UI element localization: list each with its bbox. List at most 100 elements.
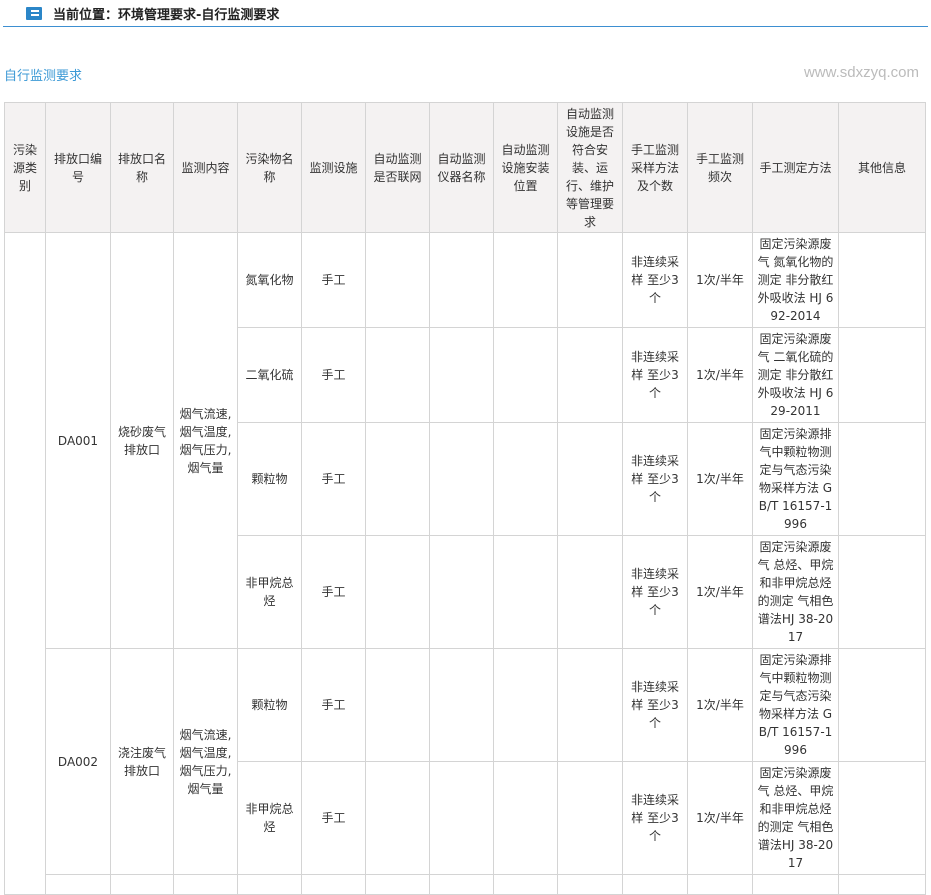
book-icon xyxy=(26,6,42,20)
monitoring-table: 污染源类别 排放口编号 排放口名称 监测内容 污染物名称 监测设施 自动监测是否联网 自动监测… xyxy=(4,102,926,895)
pollutant-name: 二氧化硫 xyxy=(237,327,302,423)
frequency: 1次/半年 xyxy=(687,761,753,875)
table-row: 二氧化硫 手工 非连续采样 至少3个 1次/半年 固定污染源废气 二氧化硫的测定 非分散… xyxy=(5,327,926,423)
monitoring-content: 烟气流速,烟气温度,烟气压力,烟气量 xyxy=(173,232,238,649)
table-row: 非甲烷总烃 手工 非连续采样 至少3个 1次/半年 固定污染源废气 总烃、甲烷和非甲烷总… xyxy=(5,761,926,875)
column-header: 监测设施 xyxy=(301,102,366,233)
empty-cell xyxy=(110,874,174,895)
monitoring-facility: 手工 xyxy=(301,422,366,536)
other-info xyxy=(838,761,926,875)
empty-cell xyxy=(557,648,623,762)
test-method: 固定污染源废气 氮氧化物的测定 非分散红外吸收法 HJ 692-2014 xyxy=(752,232,839,328)
empty-cell xyxy=(45,874,111,895)
empty-cell xyxy=(557,535,623,649)
sampling-method: 非连续采样 至少3个 xyxy=(622,648,688,762)
column-header: 自动监测设施安装位置 xyxy=(493,102,558,233)
frequency: 1次/半年 xyxy=(687,232,753,328)
table-row: 颗粒物 手工 非连续采样 至少3个 1次/半年 固定污染源排气中颗粒物测定与气态污染物采… xyxy=(5,422,926,536)
empty-cell xyxy=(493,648,558,762)
breadcrumb: 当前位置：环境管理要求-自行监测要求 xyxy=(3,0,928,27)
column-header: 自动监测设施是否符合安装、运行、维护等管理要求 xyxy=(557,102,623,233)
empty-cell xyxy=(687,874,753,895)
column-header: 污染物名称 xyxy=(237,102,302,233)
column-header: 手工测定方法 xyxy=(752,102,839,233)
empty-cell xyxy=(429,232,494,328)
sampling-method: 非连续采样 至少3个 xyxy=(622,422,688,536)
frequency: 1次/半年 xyxy=(687,648,753,762)
table-row: 非甲烷总烃 手工 非连续采样 至少3个 1次/半年 固定污染源废气 总烃、甲烷和非甲烷总… xyxy=(5,535,926,649)
table-row xyxy=(5,874,926,895)
empty-cell xyxy=(365,874,430,895)
empty-cell xyxy=(429,327,494,423)
sampling-method: 非连续采样 至少3个 xyxy=(622,232,688,328)
empty-cell xyxy=(557,327,623,423)
monitoring-facility: 手工 xyxy=(301,761,366,875)
empty-cell xyxy=(429,761,494,875)
empty-cell xyxy=(622,874,688,895)
other-info xyxy=(838,422,926,536)
other-info xyxy=(838,535,926,649)
column-header: 手工监测频次 xyxy=(687,102,753,233)
column-header: 排放口名称 xyxy=(110,102,174,233)
test-method: 固定污染源废气 二氧化硫的测定 非分散红外吸收法 HJ 629-2011 xyxy=(752,327,839,423)
watermark: www.sdxzyq.com xyxy=(803,64,919,81)
empty-cell xyxy=(365,535,430,649)
header-row: 污染源类别 排放口编号 排放口名称 监测内容 污染物名称 监测设施 自动监测是否联网 自动监测… xyxy=(4,102,926,233)
pollutant-name: 颗粒物 xyxy=(237,422,302,536)
monitoring-content: 烟气流速,烟气温度,烟气压力,烟气量 xyxy=(173,648,238,875)
other-info xyxy=(838,648,926,762)
empty-cell xyxy=(838,874,926,895)
empty-cell xyxy=(237,874,302,895)
empty-cell xyxy=(173,874,238,895)
column-header: 监测内容 xyxy=(173,102,238,233)
empty-cell xyxy=(429,648,494,762)
empty-cell xyxy=(301,874,366,895)
column-header: 其他信息 xyxy=(838,102,926,233)
empty-cell xyxy=(365,327,430,423)
monitoring-facility: 手工 xyxy=(301,535,366,649)
empty-cell xyxy=(429,874,494,895)
test-method: 固定污染源排气中颗粒物测定与气态污染物采样方法 GB/T 16157-1996 xyxy=(752,648,839,762)
column-header: 污染源类别 xyxy=(4,102,46,233)
column-header: 自动监测仪器名称 xyxy=(429,102,494,233)
sampling-method: 非连续采样 至少3个 xyxy=(622,535,688,649)
frequency: 1次/半年 xyxy=(687,327,753,423)
source-category-cell xyxy=(4,232,46,895)
empty-cell xyxy=(429,422,494,536)
monitoring-facility: 手工 xyxy=(301,327,366,423)
outlet-id: DA002 xyxy=(45,648,111,875)
empty-cell xyxy=(493,327,558,423)
empty-cell xyxy=(493,232,558,328)
outlet-id: DA001 xyxy=(45,232,111,649)
frequency: 1次/半年 xyxy=(687,422,753,536)
empty-cell xyxy=(429,535,494,649)
pollutant-name: 颗粒物 xyxy=(237,648,302,762)
empty-cell xyxy=(493,874,558,895)
empty-cell xyxy=(752,874,839,895)
column-header: 自动监测是否联网 xyxy=(365,102,430,233)
empty-cell xyxy=(493,422,558,536)
test-method: 固定污染源废气 总烃、甲烷和非甲烷总烃的测定 气相色谱法HJ 38-2017 xyxy=(752,535,839,649)
sampling-method: 非连续采样 至少3个 xyxy=(622,327,688,423)
other-info xyxy=(838,327,926,423)
empty-cell xyxy=(365,761,430,875)
other-info xyxy=(838,232,926,328)
outlet-name: 浇注废气排放口 xyxy=(110,648,174,875)
empty-cell xyxy=(557,232,623,328)
table-row: DA001 烧砂废气排放口 烟气流速,烟气温度,烟气压力,烟气量 氮氧化物 手工 非连续采… xyxy=(4,232,926,895)
section-title: 自行监测要求 xyxy=(4,69,83,84)
empty-cell xyxy=(493,535,558,649)
monitoring-facility: 手工 xyxy=(301,648,366,762)
pollutant-name: 氮氧化物 xyxy=(237,232,302,328)
test-method: 固定污染源废气 总烃、甲烷和非甲烷总烃的测定 气相色谱法HJ 38-2017 xyxy=(752,761,839,875)
test-method: 固定污染源排气中颗粒物测定与气态污染物采样方法 GB/T 16157-1996 xyxy=(752,422,839,536)
empty-cell xyxy=(557,422,623,536)
column-header: 排放口编号 xyxy=(45,102,111,233)
table-row: DA002 浇注废气排放口 烟气流速,烟气温度,烟气压力,烟气量 颗粒物 手工非连续采样… xyxy=(5,648,926,875)
empty-cell xyxy=(557,761,623,875)
pollutant-name: 非甲烷总烃 xyxy=(237,761,302,875)
column-header: 手工监测采样方法及个数 xyxy=(622,102,688,233)
monitoring-facility: 手工 xyxy=(301,232,366,328)
sampling-method: 非连续采样 至少3个 xyxy=(622,761,688,875)
empty-cell xyxy=(365,648,430,762)
